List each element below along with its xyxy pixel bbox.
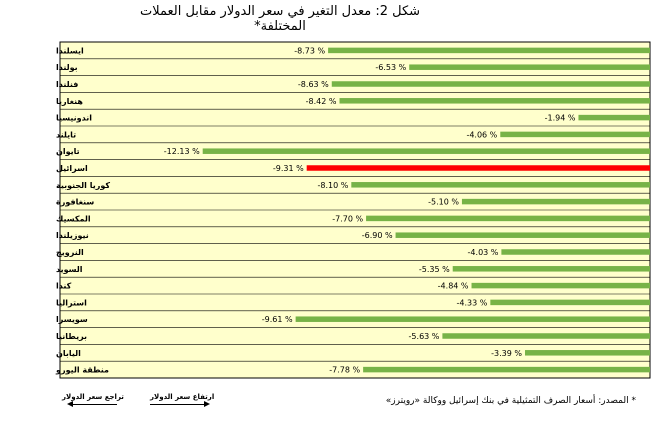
bar [500, 131, 650, 138]
bar [461, 198, 650, 205]
category-label: فنلندا [56, 80, 78, 89]
bar [363, 366, 650, 373]
category-label: كوريا الجنوبية [56, 181, 110, 190]
value-label: -5.35 % [419, 265, 450, 274]
category-label: تايلند [56, 130, 76, 139]
bar [295, 316, 650, 322]
value-label: -8.73 % [294, 46, 325, 55]
bar [501, 249, 650, 255]
bar [442, 333, 650, 339]
bar [339, 98, 650, 104]
category-label: النرويج [56, 248, 84, 257]
category-label: المكسيك [56, 214, 91, 223]
bar [524, 350, 650, 356]
bar [490, 299, 650, 306]
value-label: -8.63 % [298, 80, 329, 89]
value-label: -9.61 % [262, 315, 293, 324]
value-label: -6.53 % [375, 63, 406, 72]
category-label: استراليا [56, 298, 87, 307]
value-label: -7.70 % [332, 214, 363, 223]
category-label: اسرائيل [56, 164, 88, 173]
bar [471, 282, 650, 289]
bar-highlight [306, 165, 650, 171]
value-label: -5.10 % [428, 198, 459, 207]
legend-increase-label: ارتفاع سعر الدولار [150, 393, 215, 401]
bar [202, 148, 651, 154]
category-label: تايوان [56, 147, 80, 156]
value-label: -7.78 % [329, 366, 360, 375]
category-label: سنغافورة [56, 198, 94, 207]
category-label: سويسرا [56, 315, 88, 324]
category-label: ايسلندا [56, 46, 84, 55]
bar [578, 114, 650, 121]
bar [331, 81, 650, 87]
category-label: نيوزيلندا [56, 231, 89, 240]
value-label: -4.03 % [468, 248, 499, 257]
category-label: بولندا [56, 63, 78, 72]
value-label: -3.39 % [491, 349, 522, 358]
bar [351, 182, 650, 188]
value-label: -4.84 % [438, 282, 469, 291]
value-label: -1.94 % [545, 114, 576, 123]
value-label: -8.10 % [317, 181, 348, 190]
source-note: * المصدر: أسعار الصرف التمثيلية في بنك إ… [385, 396, 636, 406]
category-label: اليابان [56, 349, 81, 358]
category-label: بريطانيا [56, 332, 87, 341]
value-label: -4.06 % [466, 130, 497, 139]
value-label: -8.42 % [306, 97, 337, 106]
arrow-left-icon [67, 401, 117, 407]
bar [409, 64, 650, 70]
category-label: السويد [56, 265, 83, 274]
chart-title: شكل 2: معدل التغير في سعر الدولار مقابل … [139, 4, 421, 34]
value-label: -4.33 % [456, 298, 487, 307]
chart-legend: تراجع سعر الدولار ارتفاع سعر الدولار [62, 393, 222, 413]
category-label: اندونيسيا [56, 114, 92, 123]
category-label: هنغاريا [56, 97, 83, 106]
bar [452, 266, 650, 272]
bar [395, 232, 650, 238]
value-label: -5.63 % [409, 332, 440, 341]
value-label: -6.90 % [362, 231, 393, 240]
bar [328, 47, 650, 54]
value-label: -12.13 % [164, 147, 200, 156]
category-label: كندا [56, 282, 72, 291]
category-label: منطقة اليورو [55, 366, 109, 375]
bar [366, 215, 650, 222]
legend-decrease-label: تراجع سعر الدولار [62, 393, 124, 401]
value-label: -9.31 % [273, 164, 304, 173]
arrow-right-icon [150, 401, 210, 407]
